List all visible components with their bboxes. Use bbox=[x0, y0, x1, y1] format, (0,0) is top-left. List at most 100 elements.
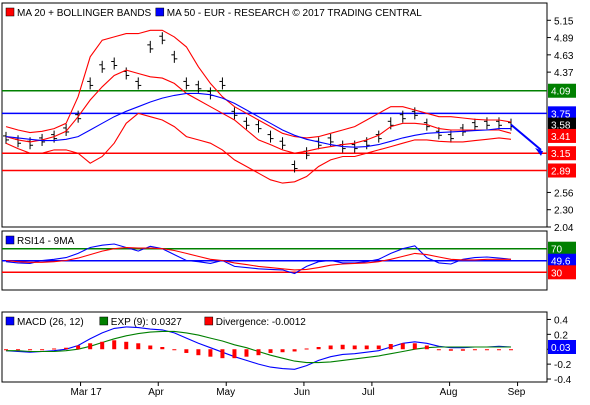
divergence-bar bbox=[40, 349, 45, 351]
forecast-arrow bbox=[510, 123, 542, 151]
divergence-bar bbox=[460, 349, 465, 351]
divergence-bar bbox=[484, 349, 489, 351]
level-badge bbox=[548, 106, 576, 121]
value-badge bbox=[548, 128, 576, 143]
x-tick-label: May bbox=[216, 387, 235, 398]
divergence-bar bbox=[400, 343, 405, 350]
x-tick-label: Mar 17 bbox=[71, 387, 103, 398]
divergence-bar bbox=[316, 347, 321, 350]
legend-label: MA 50 - EUR - RESEARCH © 2017 TRADING CE… bbox=[167, 8, 422, 19]
legend-label: EXP (9): 0.0327 bbox=[111, 317, 182, 328]
value-badge bbox=[548, 340, 576, 354]
divergence-bar bbox=[448, 349, 453, 351]
divergence-bar bbox=[52, 348, 57, 350]
level-label: 2.89 bbox=[551, 167, 571, 178]
divergence-bar bbox=[100, 341, 105, 350]
divergence-bar bbox=[124, 341, 129, 350]
legend-swatch bbox=[5, 235, 15, 245]
y-tick-label: 4.63 bbox=[554, 51, 574, 62]
divergence-bar bbox=[28, 349, 33, 351]
divergence-bar bbox=[472, 349, 477, 351]
divergence-bar bbox=[436, 349, 441, 351]
divergence-bar bbox=[4, 349, 8, 351]
x-tick-label: Jun bbox=[294, 387, 310, 398]
value-label: 0.03 bbox=[551, 343, 571, 354]
divergence-bar bbox=[292, 349, 297, 352]
y-tick-label: 2.04 bbox=[554, 223, 574, 234]
series-line-9ma bbox=[5, 246, 511, 271]
legend-swatch bbox=[99, 316, 109, 326]
level-badge bbox=[548, 253, 576, 268]
panel-frame-2 bbox=[1, 311, 548, 383]
divergence-bar bbox=[208, 349, 213, 357]
value-badge bbox=[548, 117, 576, 132]
level-badge bbox=[548, 265, 576, 280]
level-label: 3.75 bbox=[551, 109, 571, 120]
legend-label: RSI14 - 9MA bbox=[17, 236, 75, 247]
legend-swatch bbox=[5, 7, 15, 17]
y-tick-label: -0.2 bbox=[554, 360, 572, 371]
series-line-macd bbox=[5, 326, 512, 370]
legend-swatch bbox=[5, 316, 15, 326]
divergence-bar bbox=[304, 348, 309, 350]
panel-frame-0 bbox=[1, 2, 548, 228]
series-line-upper-band bbox=[5, 29, 512, 139]
divergence-bar bbox=[232, 349, 237, 359]
legend-swatch bbox=[155, 7, 165, 17]
level-label: 3.15 bbox=[551, 149, 571, 160]
y-tick-label: -0.4 bbox=[554, 375, 572, 386]
divergence-bar bbox=[184, 349, 189, 353]
y-tick-label: 5.15 bbox=[554, 16, 574, 27]
series-line-ma-50 bbox=[5, 92, 511, 148]
y-tick-label: 4.89 bbox=[554, 34, 574, 45]
divergence-bar bbox=[76, 345, 81, 350]
level-label: 30 bbox=[551, 268, 563, 279]
divergence-bar bbox=[509, 349, 513, 351]
divergence-bar bbox=[172, 349, 177, 351]
divergence-bar bbox=[280, 349, 285, 353]
divergence-bar bbox=[328, 345, 333, 350]
series-line-lower-band bbox=[5, 112, 512, 184]
legend-label: Divergence: -0.0012 bbox=[216, 317, 306, 328]
y-tick-label: 4.37 bbox=[554, 68, 574, 79]
x-tick-label: Sep bbox=[508, 387, 526, 398]
y-tick-label: 0.4 bbox=[554, 315, 568, 326]
divergence-bar bbox=[424, 345, 429, 350]
level-label: 49.6 bbox=[551, 257, 571, 268]
divergence-bar bbox=[364, 345, 369, 350]
divergence-bar bbox=[148, 345, 153, 350]
divergence-bar bbox=[256, 349, 261, 356]
level-badge bbox=[548, 83, 576, 98]
legend-label: MA 20 + BOLLINGER BANDS bbox=[17, 8, 152, 19]
level-badge bbox=[548, 241, 576, 256]
divergence-bar bbox=[244, 349, 249, 357]
divergence-bar bbox=[160, 347, 165, 350]
level-badge bbox=[548, 163, 576, 178]
divergence-bar bbox=[388, 344, 393, 350]
x-tick-label: Jul bbox=[362, 387, 375, 398]
legend-label: MACD (26, 12) bbox=[17, 317, 84, 328]
legend-swatch bbox=[204, 316, 214, 326]
value-label: 3.58 bbox=[551, 121, 571, 132]
forecast-arrow-head bbox=[535, 147, 543, 156]
y-tick-label: 2.56 bbox=[554, 188, 574, 199]
divergence-bar bbox=[412, 343, 417, 350]
divergence-bar bbox=[196, 349, 201, 356]
divergence-bar bbox=[112, 340, 117, 350]
series-line-rsi14 bbox=[5, 243, 512, 275]
y-tick-label: 0.2 bbox=[554, 330, 568, 341]
divergence-bar bbox=[268, 349, 273, 353]
x-tick-label: Aug bbox=[440, 387, 458, 398]
divergence-bar bbox=[88, 343, 93, 350]
series-line-ma-20 bbox=[5, 69, 512, 154]
series-line-exp-9- bbox=[6, 330, 511, 364]
divergence-bar bbox=[340, 344, 345, 350]
divergence-bar bbox=[376, 345, 381, 350]
level-badge bbox=[548, 146, 576, 161]
level-label: 70 bbox=[551, 245, 563, 256]
divergence-bar bbox=[16, 349, 21, 351]
divergence-bar bbox=[496, 349, 501, 351]
divergence-bar bbox=[136, 343, 141, 350]
